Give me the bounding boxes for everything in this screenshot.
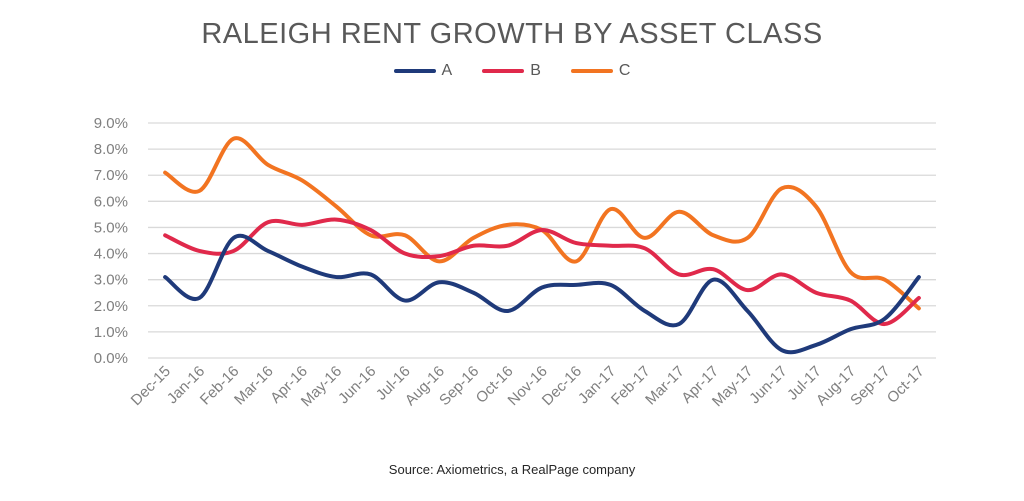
y-tick-label: 8.0% bbox=[94, 141, 128, 158]
gridlines bbox=[148, 122, 936, 359]
x-tick-label: Mar-16 bbox=[231, 363, 277, 409]
legend-swatch-c bbox=[570, 69, 613, 73]
y-tick-label: 7.0% bbox=[94, 167, 128, 184]
legend-label-a: A bbox=[441, 62, 453, 79]
y-axis-ticks: 0.0% 1.0% 2.0% 3.0% 4.0% 5.0% 6.0% 7.0% 8.0% 9.0% bbox=[94, 115, 128, 367]
series-line-a bbox=[163, 233, 921, 355]
series-line-b bbox=[163, 217, 921, 327]
x-axis-ticks: Dec-15Jan-16Feb-16Mar-16Apr-16May-16Jun-… bbox=[128, 363, 928, 410]
y-tick-label: 4.0% bbox=[94, 246, 128, 263]
legend-item-b: B bbox=[482, 62, 541, 80]
legend: A B C bbox=[0, 62, 1024, 80]
y-tick-label: 1.0% bbox=[94, 324, 128, 341]
legend-label-c: C bbox=[618, 62, 631, 79]
legend-swatch-b bbox=[482, 69, 525, 73]
x-tick-label: Jun-17 bbox=[746, 363, 790, 407]
x-tick-label: Oct-17 bbox=[884, 363, 928, 407]
y-tick-label: 3.0% bbox=[94, 272, 128, 289]
source-note: Source: Axiometrics, a RealPage company bbox=[388, 462, 636, 477]
legend-item-c: C bbox=[570, 62, 631, 80]
y-tick-label: 9.0% bbox=[94, 115, 128, 132]
series-line-c bbox=[163, 136, 921, 311]
y-tick-label: 0.0% bbox=[94, 350, 128, 367]
legend-item-a: A bbox=[393, 62, 453, 80]
series-lines bbox=[163, 136, 921, 355]
x-tick-label: Sep-17 bbox=[847, 363, 893, 409]
y-tick-label: 2.0% bbox=[94, 298, 128, 315]
x-tick-label: Dec-16 bbox=[539, 363, 585, 409]
x-tick-label: Sep-16 bbox=[436, 363, 482, 409]
x-tick-label: Dec-15 bbox=[128, 363, 174, 409]
x-tick-label: Mar-17 bbox=[642, 363, 688, 409]
y-tick-label: 5.0% bbox=[94, 219, 128, 236]
chart-title: RALEIGH RENT GROWTH BY ASSET CLASS bbox=[201, 18, 823, 50]
y-tick-label: 6.0% bbox=[94, 193, 128, 210]
x-tick-label: Jun-16 bbox=[335, 363, 379, 407]
legend-label-b: B bbox=[530, 62, 541, 79]
legend-swatch-a bbox=[393, 69, 436, 73]
